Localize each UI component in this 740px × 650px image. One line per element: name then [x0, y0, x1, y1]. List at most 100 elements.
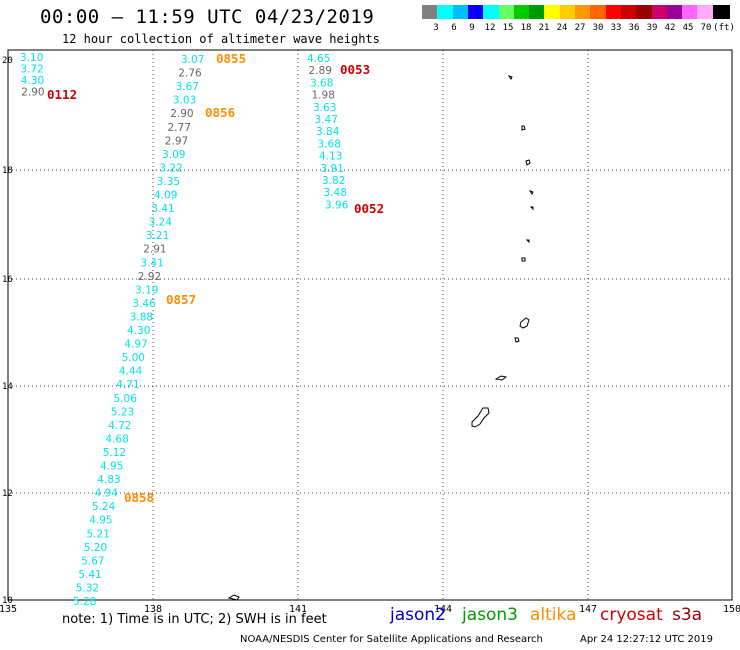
swh-value: 3.41 [151, 203, 174, 215]
satellite-legend-item: s3a [672, 605, 703, 625]
swh-value: 3.96 [325, 199, 349, 211]
color-swatch [651, 5, 669, 19]
swh-value: 5.28 [73, 596, 96, 608]
swh-value: 2.77 [168, 122, 191, 134]
swh-value: 3.35 [157, 176, 180, 188]
swh-value: 4.71 [116, 379, 139, 391]
swh-value: 4.30 [21, 75, 44, 87]
color-scale-label: 9 [469, 23, 475, 33]
color-swatch [575, 5, 592, 19]
island-outline [521, 257, 526, 262]
color-swatch [620, 5, 638, 19]
lon-tick-label: 141 [289, 604, 307, 615]
island-outline [471, 407, 490, 428]
lat-tick-label: 20 [2, 56, 13, 66]
satellite-legend-item: jason3 [462, 605, 518, 625]
swh-value: 1.98 [312, 90, 335, 102]
page-subtitle: 12 hour collection of altimeter wave hei… [62, 32, 380, 46]
swh-value: 2.92 [138, 271, 161, 283]
swh-value: 2.90 [21, 87, 44, 99]
color-swatch [712, 5, 730, 19]
color-swatch [666, 5, 684, 19]
lon-tick-label: 150 [723, 604, 740, 615]
swh-value: 3.09 [162, 149, 185, 161]
island-outline [514, 337, 520, 343]
swh-value: 2.76 [178, 68, 202, 80]
swh-value: 2.90 [170, 108, 193, 120]
color-scale-label: 33 [610, 23, 622, 33]
swh-value: 4.72 [108, 420, 131, 432]
time-label: 0855 [216, 51, 246, 66]
swh-value: 3.41 [141, 257, 164, 269]
page-title: 00:00 – 11:59 UTC 04/23/2019 [40, 6, 375, 28]
color-scale-label: 6 [451, 23, 457, 33]
island-outline [525, 239, 530, 244]
footer-note: note: 1) Time is in UTC; 2) SWH is in fe… [62, 612, 327, 627]
color-swatch [544, 5, 562, 19]
color-swatch [483, 5, 501, 19]
island-outline [528, 190, 534, 195]
color-scale-label: (ft) [713, 23, 735, 33]
swh-value: 5.20 [84, 542, 107, 554]
color-scale-label: 15 [502, 23, 514, 33]
swh-value: 3.03 [173, 95, 196, 107]
satellite-legend-item: cryosat [600, 605, 663, 625]
color-swatch [590, 5, 608, 19]
time-label: 0857 [166, 292, 196, 307]
color-swatch [559, 5, 577, 19]
color-scale-label: 39 [646, 23, 658, 33]
lat-tick-label: 12 [2, 489, 13, 499]
swh-value: 4.68 [105, 433, 128, 445]
time-label: 0856 [205, 105, 235, 120]
color-scale-label: 12 [484, 23, 496, 33]
satellite-legend-item: altika [530, 605, 577, 625]
swh-value: 3.72 [20, 64, 43, 76]
swh-value: 3.82 [322, 175, 345, 187]
island-outline [525, 159, 531, 166]
lat-tick-label: 16 [2, 275, 13, 285]
swh-value: 3.48 [324, 187, 347, 199]
color-swatch [437, 5, 455, 19]
color-scale-label: 18 [520, 23, 532, 33]
swh-value: 3.88 [130, 311, 153, 323]
swh-value: 3.21 [146, 230, 169, 242]
swh-value: 4.97 [124, 339, 147, 351]
color-scale-label: 3 [433, 23, 439, 33]
lon-tick-label: 144 [434, 604, 452, 615]
color-swatch [605, 5, 623, 19]
swh-value: 5.67 [81, 555, 104, 567]
swh-value: 5.21 [87, 528, 110, 540]
time-label: 0858 [124, 490, 154, 505]
color-scale-label: 36 [628, 23, 640, 33]
satellite-legend-item: jason2 [390, 605, 446, 625]
color-swatch [513, 5, 531, 19]
map-frame [7, 49, 733, 601]
time-label: 0112 [47, 87, 77, 102]
color-scale-label: 45 [682, 23, 694, 33]
color-scale-label: 42 [664, 23, 676, 33]
swh-value: 3.63 [313, 102, 336, 114]
lat-tick-label: 10 [2, 596, 13, 606]
footer-credit: NOAA/NESDIS Center for Satellite Applica… [240, 634, 543, 645]
swh-value: 2.89 [309, 65, 332, 77]
swh-value: 3.68 [318, 138, 341, 150]
color-swatch [636, 5, 654, 19]
color-swatch [422, 5, 439, 19]
swh-value: 4.30 [127, 325, 150, 337]
swh-value: 5.24 [92, 501, 116, 513]
color-swatch [529, 5, 547, 19]
swh-value: 3.84 [316, 126, 340, 138]
color-swatch [467, 5, 485, 19]
color-scale-label: 30 [592, 23, 604, 33]
swh-value: 4.44 [119, 366, 143, 378]
swh-value: 3.10 [20, 52, 43, 64]
island-outline [521, 125, 526, 131]
swh-value: 5.41 [78, 569, 101, 581]
color-scale-label: 24 [556, 23, 568, 33]
swh-value: 3.22 [159, 162, 182, 174]
color-scale-label: 21 [538, 23, 550, 33]
swh-value: 2.97 [165, 135, 188, 147]
time-label: 0052 [354, 201, 384, 216]
lon-tick-label: 138 [144, 604, 162, 615]
